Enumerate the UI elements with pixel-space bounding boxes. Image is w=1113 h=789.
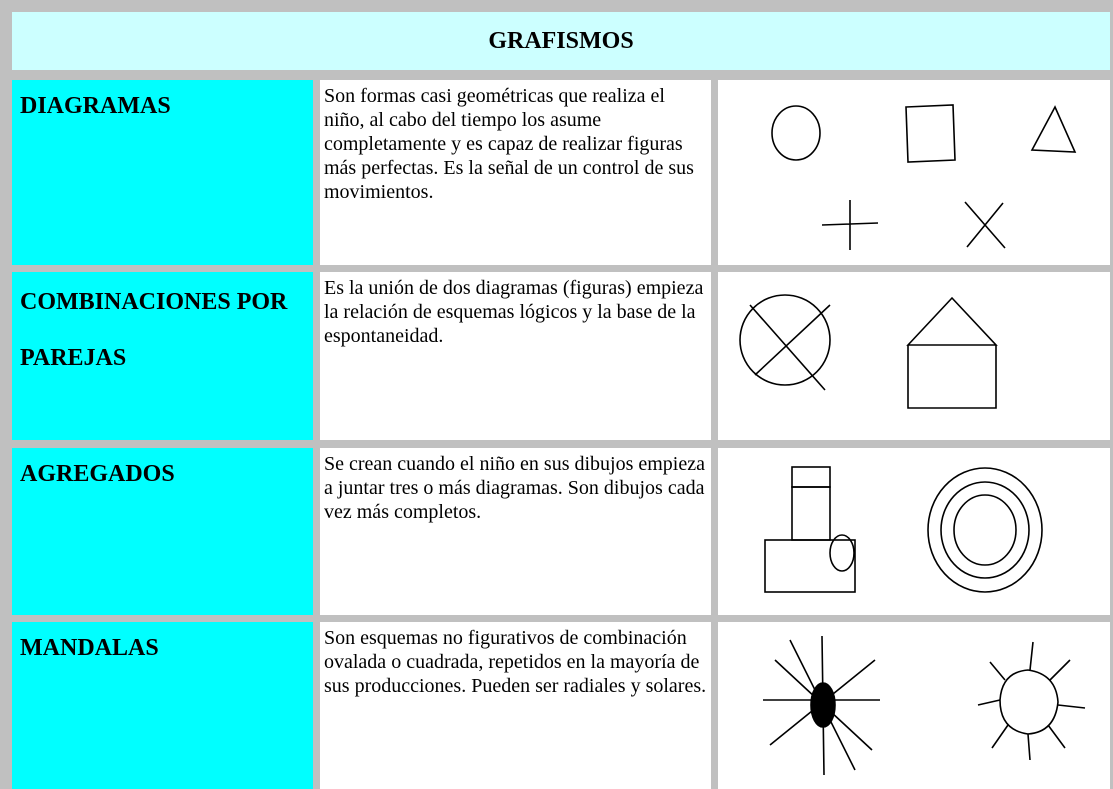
row-label: DIAGRAMAS <box>12 80 313 265</box>
table-title: GRAFISMOS <box>12 12 1110 70</box>
row-description: Son formas casi geométricas que realiza … <box>320 80 711 265</box>
row-drawing <box>718 448 1110 615</box>
row-label: COMBINACIONES POR PAREJAS <box>12 272 313 440</box>
row-drawing <box>718 622 1110 789</box>
row-drawing <box>718 272 1110 440</box>
row-description: Son esquemas no figurativos de combinaci… <box>320 622 711 789</box>
row-label: AGREGADOS <box>12 448 313 615</box>
row-description: Es la unión de dos diagramas (figuras) e… <box>320 272 711 440</box>
row-description: Se crean cuando el niño en sus dibujos e… <box>320 448 711 615</box>
row-label: MANDALAS <box>12 622 313 789</box>
